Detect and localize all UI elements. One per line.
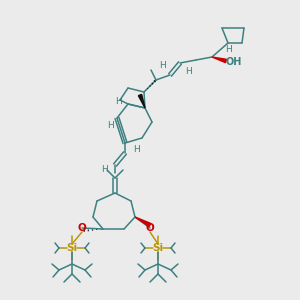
Text: H: H: [100, 164, 107, 173]
Text: H: H: [226, 44, 232, 53]
Text: H: H: [186, 67, 192, 76]
Polygon shape: [138, 94, 145, 108]
Polygon shape: [135, 217, 151, 226]
Text: Si: Si: [66, 243, 78, 253]
Text: H: H: [115, 97, 122, 106]
Text: OH: OH: [226, 57, 242, 67]
Polygon shape: [212, 57, 226, 63]
Text: H: H: [133, 145, 140, 154]
Text: Si: Si: [152, 243, 164, 253]
Text: O: O: [78, 223, 86, 233]
Text: H: H: [106, 122, 113, 130]
Text: O: O: [146, 223, 154, 233]
Text: H: H: [159, 61, 165, 70]
